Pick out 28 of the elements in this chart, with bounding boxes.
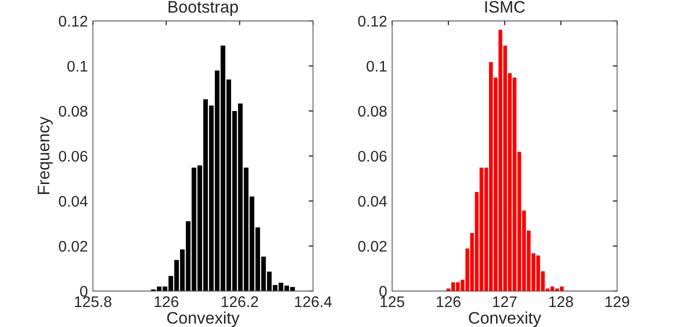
y-tick-label: 0.06 xyxy=(58,150,88,162)
y-tick-label: 0.02 xyxy=(358,240,387,252)
y-tick-label: 0 xyxy=(379,286,387,297)
x-tick-label: 126.4 xyxy=(295,296,332,308)
y-tick-label: 0.02 xyxy=(58,240,88,252)
chart-title: Bootstrap xyxy=(168,1,238,16)
x-tick-label: 129 xyxy=(606,296,630,308)
x-tick-label: 125 xyxy=(380,296,404,308)
x-tick-label: 128 xyxy=(549,296,573,308)
y-tick-label: 0.1 xyxy=(366,60,387,72)
x-tick-label: 126 xyxy=(436,296,460,308)
y-tick-label: 0.04 xyxy=(358,196,387,207)
chart-title: ISMC xyxy=(485,0,525,13)
x-tick-label: 126.2 xyxy=(222,296,258,308)
x-tick-label: 125.8 xyxy=(74,296,112,308)
y-tick-label: 0 xyxy=(80,286,88,297)
y-tick-label: 0.08 xyxy=(58,106,88,117)
x-tick-label: 127 xyxy=(493,296,517,307)
y-tick-label: 0.12 xyxy=(358,16,387,27)
y-tick-label: 0.1 xyxy=(67,60,88,72)
y-axis-title: Frequency xyxy=(38,116,53,194)
y-tick-label: 0.04 xyxy=(58,196,88,207)
x-tick-label: 126 xyxy=(154,296,178,308)
y-tick-label: 0.12 xyxy=(58,16,88,27)
x-axis-title: Convexity xyxy=(167,312,240,327)
x-axis-title: Convexity xyxy=(468,312,542,327)
y-tick-label: 0.08 xyxy=(358,106,387,117)
y-tick-label: 0.06 xyxy=(358,150,387,162)
